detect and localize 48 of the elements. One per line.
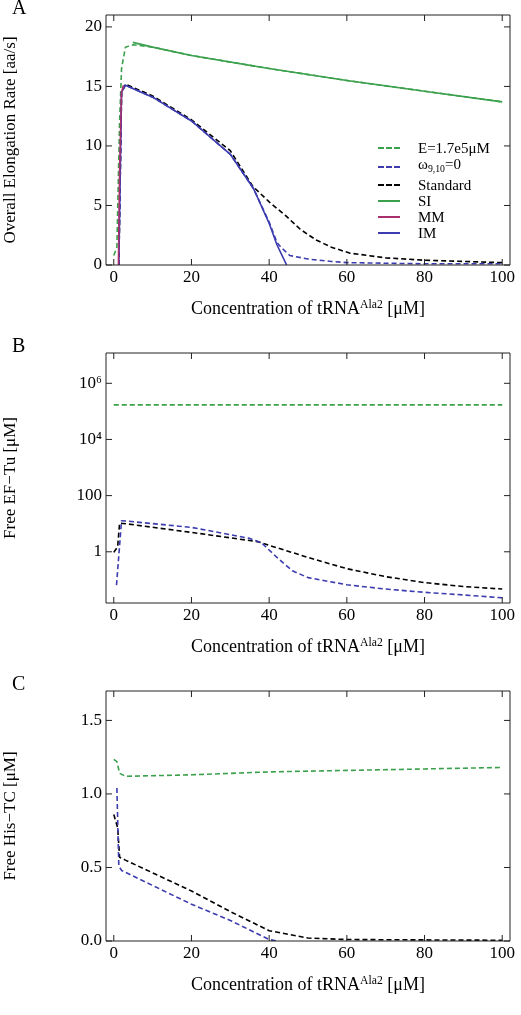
x-tick-label: 20 <box>182 942 200 962</box>
y-tick-label: 1.0 <box>80 783 102 803</box>
x-axis-title: Concentration of tRNA$^{Ala2}$ [μM] <box>190 636 426 657</box>
x-tick-label: 100 <box>489 266 515 286</box>
y-tick-label: 5 <box>93 194 102 214</box>
x-tick-label: 40 <box>260 942 278 962</box>
legend-label: SI <box>418 193 432 209</box>
y-axis-title: Overall Elongation Rate [aa/s] <box>0 36 19 244</box>
x-axis-title: Concentration of tRNA$^{Ala2}$ [μM] <box>190 298 426 319</box>
legend-label: E=1.7e5μM <box>418 140 490 156</box>
x-tick-label: 100 <box>489 942 515 962</box>
y-tick-label: 10⁴ <box>79 428 103 448</box>
line-series <box>112 813 504 941</box>
x-tick-label: 20 <box>182 266 200 286</box>
y-tick-label: 100 <box>76 485 102 505</box>
x-tick-label: 20 <box>182 604 200 624</box>
chart-title: C <box>12 672 26 695</box>
x-tick-label: 60 <box>338 266 356 286</box>
y-tick-label: 1.5 <box>80 709 102 729</box>
legend-label: MM <box>418 209 445 225</box>
legend-label: IM <box>418 225 437 241</box>
line-series <box>112 522 504 590</box>
x-tick-label: 80 <box>416 266 434 286</box>
x-tick-label: 100 <box>489 604 515 624</box>
x-tick-label: 40 <box>260 604 278 624</box>
x-tick-label: 0 <box>109 604 119 624</box>
y-tick-label: 1 <box>93 541 102 561</box>
x-tick-label: 60 <box>338 604 356 624</box>
y-tick-label: 15 <box>85 75 102 95</box>
line-series <box>115 519 504 599</box>
y-tick-label: 0.0 <box>80 930 102 950</box>
x-tick-label: 0 <box>109 942 119 962</box>
x-tick-label: 0 <box>109 266 119 286</box>
x-axis-title: Concentration of tRNA$^{Ala2}$ [μM] <box>190 974 426 995</box>
y-axis-title: Free EF−Tu [μM] <box>0 417 19 539</box>
x-tick-label: 80 <box>416 942 434 962</box>
y-tick-label: 10 <box>85 135 102 155</box>
y-tick-label: 10⁶ <box>79 372 103 392</box>
y-axis-title: Free His−TC [μM] <box>0 751 19 881</box>
legend-label: ω$_{9,10}$=0 <box>418 156 461 176</box>
x-tick-label: 60 <box>338 942 356 962</box>
chart-title: A <box>12 0 27 19</box>
y-tick-label: 20 <box>85 16 102 36</box>
legend-label: Standard <box>418 177 472 193</box>
y-tick-label: 0.5 <box>80 856 102 876</box>
chart-title: B <box>12 334 26 357</box>
x-tick-label: 80 <box>416 604 434 624</box>
x-tick-label: 40 <box>260 266 278 286</box>
